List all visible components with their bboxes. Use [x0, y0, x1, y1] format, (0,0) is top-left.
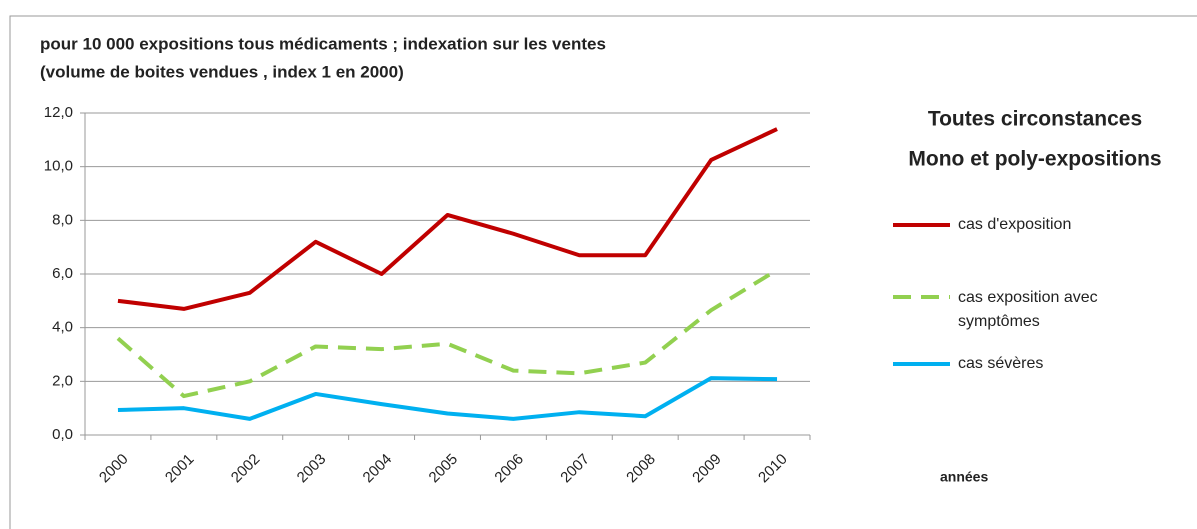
x-tick-label: 2009	[689, 451, 725, 487]
frame	[9, 15, 1197, 529]
x-tick-label: 2000	[96, 451, 132, 487]
legend-label: cas exposition avec symptômes	[958, 289, 1098, 330]
x-tick-label: 2002	[228, 451, 264, 487]
x-tick-label: 2010	[755, 451, 791, 487]
y-tick-label: 4,0	[52, 319, 73, 336]
legend-label: cas sévères	[958, 355, 1044, 372]
x-tick-label: 2005	[426, 451, 462, 487]
legend-label: cas d'exposition	[958, 216, 1072, 233]
x-tick-label: 2001	[162, 451, 198, 487]
chart-subtitle: (volume de boites vendues , index 1 en 2…	[40, 62, 404, 81]
x-tick-label: 2006	[491, 451, 527, 487]
y-tick-label: 2,0	[52, 372, 73, 389]
chart-title: pour 10 000 expositions tous médicaments…	[40, 34, 606, 53]
y-tick-label: 0,0	[52, 426, 73, 443]
annotation: Toutes circonstances	[928, 108, 1142, 131]
series-line	[116, 268, 779, 399]
series-line	[117, 127, 778, 311]
x-tick-label: 2008	[623, 451, 659, 487]
y-tick-label: 8,0	[52, 211, 73, 228]
x-tick-label: 2003	[294, 451, 330, 487]
x-tick-label: 2004	[360, 451, 396, 487]
x-axis-label: années	[940, 469, 988, 485]
annotation: Mono et poly-expositions	[908, 148, 1161, 171]
y-tick-label: 10,0	[44, 158, 73, 175]
y-tick-label: 12,0	[44, 104, 73, 121]
x-tick-label: 2007	[557, 451, 593, 487]
y-tick-label: 6,0	[52, 265, 73, 282]
series-line	[117, 376, 778, 421]
